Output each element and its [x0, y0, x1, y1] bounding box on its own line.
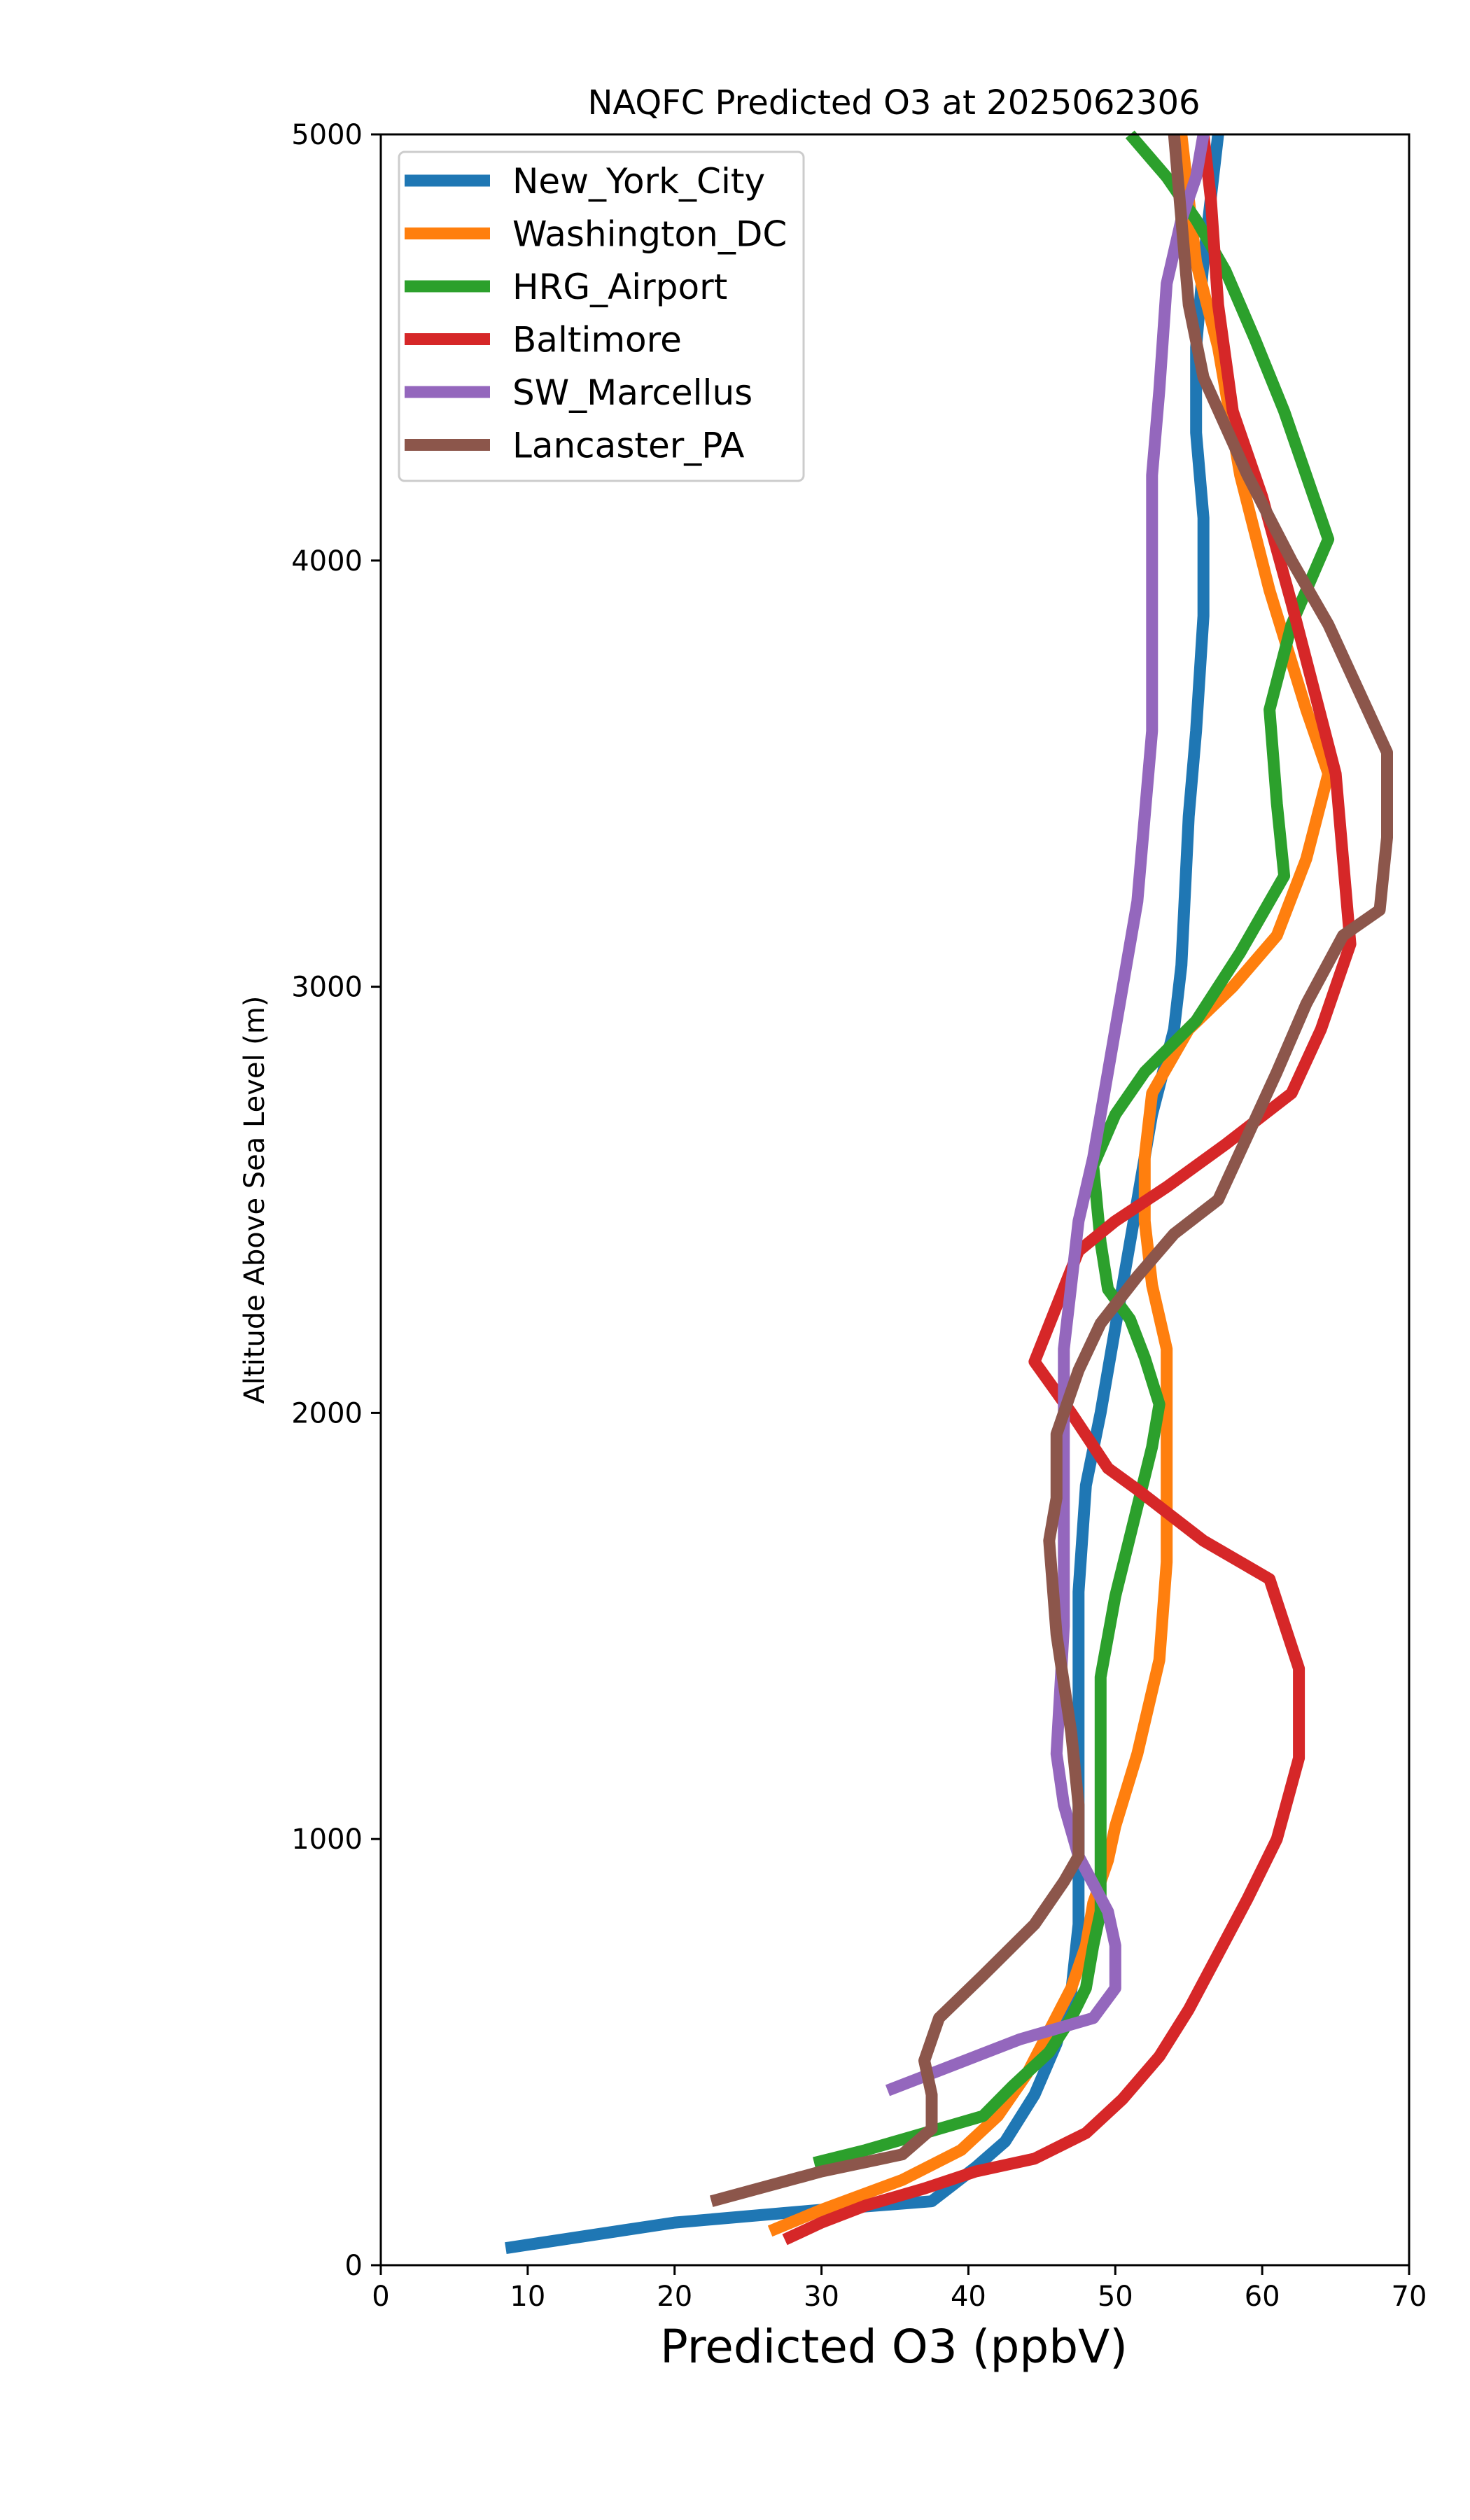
x-axis: 0 10 20 30 40 50 60 70: [372, 2265, 1427, 2313]
plot-area-frame: [379, 133, 1410, 2267]
x-tick-label: 70: [1392, 2281, 1427, 2313]
legend-entries: New_York_City Washington_DC HRG_Airport Bal…: [405, 161, 787, 466]
y-axis: 0 1000 2000 3000 4000 5000: [291, 119, 381, 2282]
y-tick-label: 0: [345, 2250, 363, 2282]
y-axis-label: Altitude Above Sea Level (m): [239, 996, 271, 1404]
x-tick-label: 20: [657, 2281, 692, 2313]
y-tick-label: 2000: [291, 1397, 363, 1429]
legend-label-lancaster-pa: Lancaster_PA: [512, 426, 744, 466]
x-tick-label: 50: [1098, 2281, 1133, 2313]
x-tick-label: 0: [372, 2281, 389, 2313]
x-tick-label: 30: [804, 2281, 839, 2313]
series-line-sw-marcellus: [885, 133, 1210, 2096]
x-tick-label: 40: [951, 2281, 986, 2313]
legend-label-hrg-airport: HRG_Airport: [512, 267, 727, 307]
y-tick-label: 3000: [291, 972, 363, 1004]
y-tick-label: 5000: [291, 119, 363, 151]
x-axis-label: Predicted O3 (ppbV): [660, 2320, 1128, 2374]
x-tick-label: 60: [1245, 2281, 1280, 2313]
legend-label-new-york-city: New_York_City: [512, 161, 765, 202]
legend-label-sw-marcellus: SW_Marcellus: [512, 372, 752, 413]
series-line-baltimore: [782, 134, 1357, 2246]
legend: New_York_City Washington_DC HRG_Airport Bal…: [398, 150, 805, 482]
series-line-lancaster-pa: [709, 134, 1393, 2207]
y-tick-label: 1000: [291, 1823, 363, 1856]
y-tick-label: 4000: [291, 545, 363, 578]
legend-box: [398, 150, 805, 482]
chart-title: NAQFC Predicted O3 at 2025062306: [587, 83, 1200, 122]
series-lines: [505, 130, 1393, 2255]
legend-label-washington-dc: Washington_DC: [512, 214, 787, 255]
legend-label-baltimore: Baltimore: [512, 320, 682, 360]
x-tick-label: 10: [510, 2281, 545, 2313]
